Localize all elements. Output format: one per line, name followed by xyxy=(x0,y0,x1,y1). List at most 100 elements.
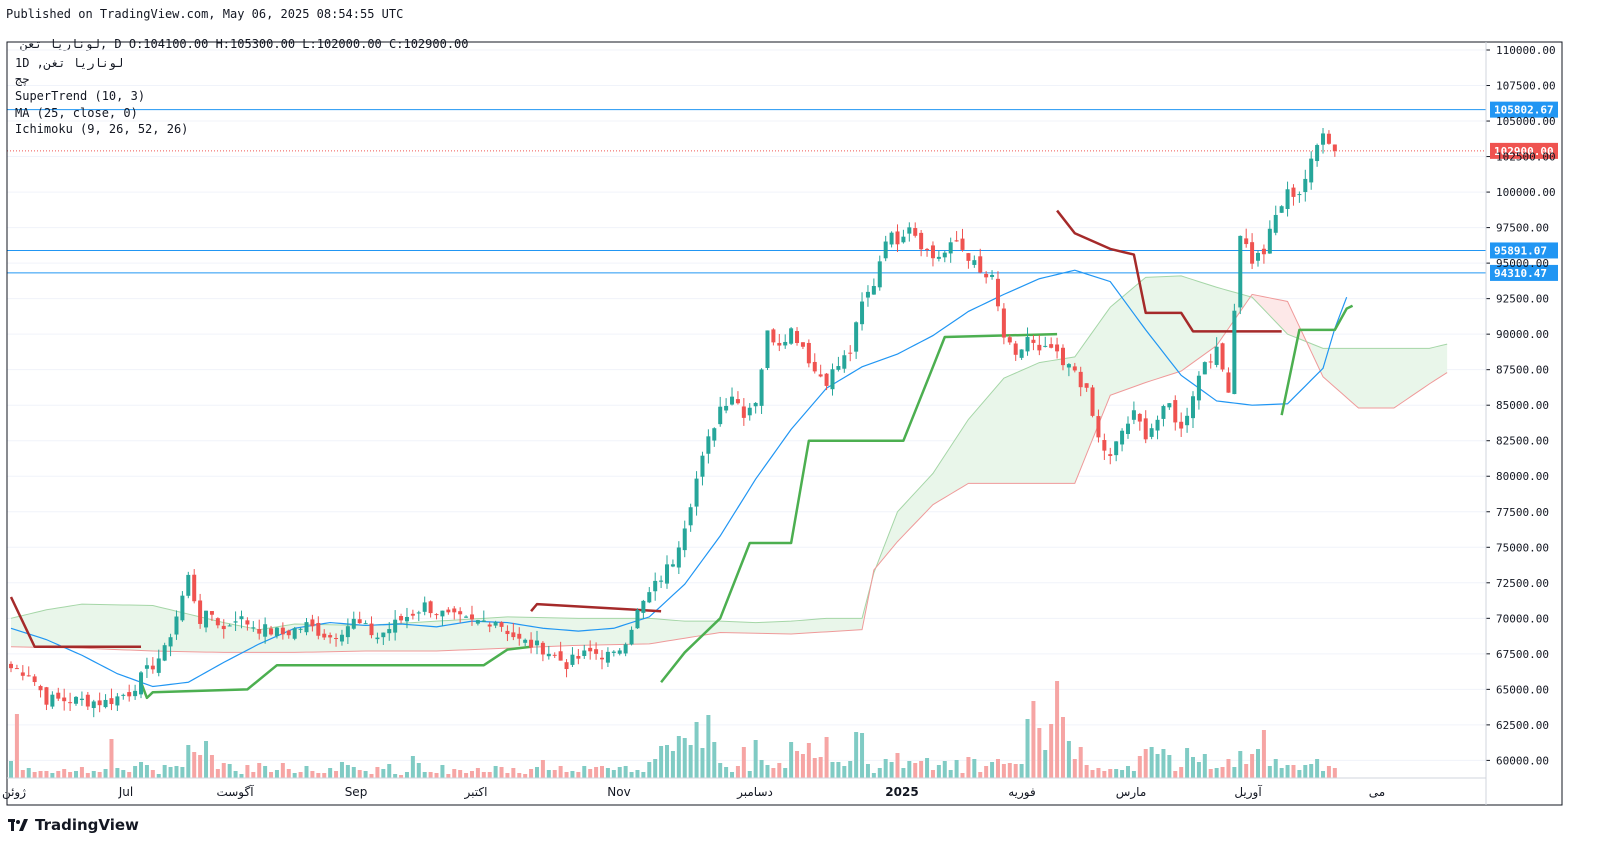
volume-bar xyxy=(298,772,303,778)
legend-ichimoku[interactable]: Ichimoku (9, 26, 52, 26) xyxy=(15,122,189,136)
volume-bar xyxy=(1250,754,1255,778)
volume-bar xyxy=(68,772,73,778)
candle-body xyxy=(257,629,262,634)
volume-bar xyxy=(1072,759,1077,778)
candle-body xyxy=(1055,344,1060,352)
candle-body xyxy=(978,256,983,273)
candle-body xyxy=(682,528,687,551)
volume-bar xyxy=(1196,762,1201,778)
candle-body xyxy=(458,611,463,615)
volume-bar xyxy=(1326,766,1331,778)
candle-body xyxy=(1315,145,1320,162)
volume-bar xyxy=(369,774,374,778)
candle-body xyxy=(984,273,989,278)
volume-bar xyxy=(865,764,870,778)
y-tick-label: 105000.00 xyxy=(1496,115,1556,128)
volume-bar xyxy=(777,763,782,778)
volume-bar xyxy=(665,745,670,778)
candle-body xyxy=(1078,371,1083,388)
candle-body xyxy=(1326,133,1331,144)
volume-bar xyxy=(74,771,79,778)
candle-body xyxy=(1179,421,1184,429)
volume-bar xyxy=(978,772,983,778)
volume-bar xyxy=(741,747,746,778)
candle-body xyxy=(56,692,61,699)
candle-body xyxy=(576,655,581,659)
candle-body xyxy=(1291,187,1296,197)
x-tick-label: مارس xyxy=(1116,785,1147,800)
volume-bar xyxy=(263,766,268,778)
volume-bar xyxy=(357,770,362,778)
tradingview-logo-icon xyxy=(8,819,28,831)
candle-body xyxy=(948,242,953,254)
legend-supertrend[interactable]: SuperTrend (10, 3) xyxy=(15,89,146,103)
candle-body xyxy=(1279,206,1284,213)
volume-bar xyxy=(842,766,847,778)
candle-body xyxy=(883,241,888,259)
candle-body xyxy=(357,619,362,624)
volume-bar xyxy=(919,761,924,778)
candle-body xyxy=(1321,133,1326,145)
candle-body xyxy=(860,301,865,325)
candle-body xyxy=(659,580,664,582)
candle-body xyxy=(600,657,604,660)
volume-bar xyxy=(883,759,888,778)
candle-body xyxy=(499,622,504,627)
volume-bar xyxy=(103,769,108,778)
volume-bar xyxy=(1179,767,1184,778)
volume-bar xyxy=(422,772,427,778)
volume-bar xyxy=(564,772,569,778)
candle-body xyxy=(298,628,303,630)
volume-bar xyxy=(682,738,687,778)
volume-bar xyxy=(930,770,935,778)
candle-body xyxy=(162,645,167,661)
volume-bar xyxy=(1155,754,1160,778)
y-tick-label: 102500.00 xyxy=(1496,151,1556,164)
candle-body xyxy=(26,675,31,677)
y-tick-label: 95000.00 xyxy=(1496,257,1549,270)
candle-body xyxy=(50,694,55,707)
candle-body xyxy=(209,611,214,615)
y-tick-label: 97500.00 xyxy=(1496,222,1549,235)
candle-body xyxy=(1256,252,1261,261)
candle-body xyxy=(310,619,315,627)
candle-body xyxy=(1214,346,1219,365)
high-value: H:105300.00 xyxy=(215,37,296,51)
supertrend-down xyxy=(530,602,662,613)
x-tick-label: اکتبر xyxy=(464,785,488,800)
volume-bar xyxy=(227,764,232,778)
candle-body xyxy=(1031,339,1036,343)
candle-body xyxy=(393,619,398,633)
candle-body xyxy=(812,361,817,372)
candle-body xyxy=(410,613,415,616)
candle-body xyxy=(907,227,912,234)
volume-bar xyxy=(204,741,209,778)
volume-bar xyxy=(221,763,226,778)
close-value: C:102900.00 xyxy=(389,37,469,51)
volume-bar xyxy=(1208,769,1213,778)
volume-bar xyxy=(375,767,380,778)
volume-bar xyxy=(1055,681,1060,778)
volume-bar xyxy=(1226,759,1231,778)
volume-bar xyxy=(257,763,262,778)
volume-bar xyxy=(209,755,214,778)
volume-bar xyxy=(854,732,859,778)
time-axis: ژوئن Jul آگوست Sep اکتبر Nov دسامبر 2025 فوریه ما… xyxy=(2,784,1385,800)
candle-body xyxy=(192,574,197,602)
candle-body xyxy=(345,626,350,638)
volume-bar xyxy=(50,773,55,778)
volume-bar xyxy=(1279,768,1284,778)
candle-body xyxy=(1232,310,1237,395)
legend-ma[interactable]: MA (25, close, 0) xyxy=(15,106,138,120)
volume-bar xyxy=(1131,771,1136,778)
span-a-line xyxy=(10,275,1448,631)
volume-bar xyxy=(286,769,291,778)
candle-body xyxy=(1267,228,1272,254)
volume-bar xyxy=(387,764,392,778)
volume-bar xyxy=(9,761,13,778)
volume-bar xyxy=(824,737,829,778)
candle-body xyxy=(889,232,894,245)
candle-body xyxy=(570,654,575,665)
tradingview-logo[interactable]: TradingView xyxy=(8,816,139,834)
